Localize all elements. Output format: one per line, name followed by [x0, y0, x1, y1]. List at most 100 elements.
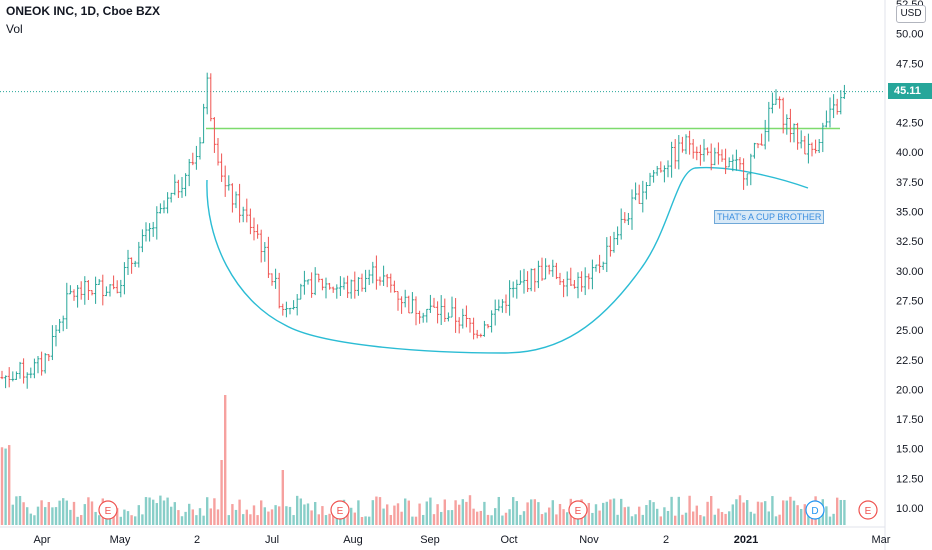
- volume-bar: [155, 503, 158, 525]
- volume-bar: [731, 504, 734, 525]
- volume-bar: [260, 500, 263, 525]
- volume-bar: [749, 511, 752, 525]
- volume-bar: [760, 502, 763, 525]
- volume-bar: [198, 508, 202, 525]
- volume-bar: [112, 513, 115, 525]
- volume-bar: [123, 509, 126, 525]
- volume-bar: [386, 504, 389, 525]
- volume-bar: [0, 447, 4, 525]
- volume-bar: [476, 511, 479, 525]
- volume-bar: [87, 497, 90, 525]
- volume-bar: [587, 502, 590, 525]
- volume-bar: [292, 515, 295, 525]
- volume-bar: [843, 499, 846, 525]
- volume-bar: [8, 445, 11, 525]
- volume-bar: [501, 515, 504, 525]
- volume-bar: [418, 503, 421, 525]
- volume-bar: [242, 514, 245, 525]
- time-tick-label: May: [110, 534, 131, 546]
- volume-bar: [634, 514, 637, 525]
- volume-bar: [249, 514, 252, 525]
- event-marker-circle: [805, 500, 825, 520]
- volume-bar: [317, 514, 320, 525]
- volume-bar: [638, 506, 641, 525]
- time-tick-label: Oct: [500, 534, 517, 546]
- volume-bar: [54, 507, 58, 525]
- volume-bar: [407, 500, 410, 525]
- volume-bar: [594, 504, 598, 525]
- volume-bar: [810, 514, 814, 525]
- volume-bar: [130, 515, 133, 525]
- annotation-note[interactable]: THAT's A CUP BROTHER: [714, 210, 825, 224]
- volume-bar: [566, 512, 569, 525]
- volume-bar: [173, 502, 176, 525]
- volume-bar: [609, 499, 612, 525]
- volume-bar: [522, 511, 526, 525]
- volume-bar: [256, 515, 259, 525]
- volume-bar: [472, 508, 475, 525]
- volume-bar: [278, 506, 281, 525]
- volume-bar: [267, 511, 270, 525]
- time-tick-label: Nov: [579, 534, 599, 546]
- dividend-marker: D: [811, 506, 818, 517]
- volume-bar: [332, 514, 335, 525]
- volume-bar: [15, 496, 18, 525]
- volume-bar: [598, 510, 601, 525]
- cup-curve: [206, 166, 809, 354]
- volume-bar: [774, 516, 778, 525]
- price-tick-label: 20.00: [896, 384, 924, 396]
- volume-bar: [695, 505, 698, 525]
- volume-bar: [69, 509, 72, 525]
- volume-bar: [274, 505, 277, 525]
- volume-bar: [393, 505, 396, 525]
- price-tick-label: 42.50: [896, 118, 924, 130]
- volume-bar: [839, 499, 842, 525]
- volume-bar: [40, 500, 43, 525]
- volume-bar: [454, 500, 457, 525]
- volume-bar: [591, 512, 594, 525]
- volume-bar: [648, 500, 652, 525]
- volume-bar: [771, 496, 774, 525]
- volume-bar: [83, 504, 86, 525]
- volume-bar: [555, 514, 558, 525]
- volume-bar: [227, 515, 230, 525]
- volume-bar: [778, 514, 781, 525]
- volume-bar: [357, 500, 360, 525]
- volume-bar: [296, 495, 299, 525]
- price-tick-label: 35.00: [896, 207, 924, 219]
- volume-bar: [306, 503, 310, 525]
- volume-bar: [674, 515, 677, 525]
- volume-bar: [270, 509, 274, 525]
- volume-bar: [378, 497, 382, 525]
- volume-bar: [90, 501, 94, 525]
- volume-bar: [382, 508, 385, 525]
- volume-bar: [530, 499, 533, 525]
- volume-bar: [666, 510, 670, 525]
- volume-bar: [188, 503, 191, 525]
- volume-bar: [148, 497, 151, 525]
- volume-bar: [789, 496, 792, 525]
- volume-bar: [22, 502, 25, 525]
- volume-bar: [519, 514, 522, 525]
- volume-label: Vol: [6, 22, 23, 36]
- volume-bar: [792, 500, 796, 525]
- volume-bar: [134, 516, 137, 525]
- volume-bar: [62, 498, 65, 525]
- volume-bar: [65, 500, 68, 525]
- earnings-marker: E: [575, 506, 582, 517]
- volume-bar: [630, 516, 634, 525]
- volume-bar: [310, 510, 313, 525]
- volume-bar: [29, 513, 32, 525]
- chart-title: ONEOK INC, 1D, Cboe BZX: [6, 3, 160, 19]
- volume-bar: [623, 507, 626, 525]
- volume-bar: [368, 516, 371, 525]
- volume-bar: [360, 516, 364, 525]
- volume-bar: [465, 501, 468, 525]
- currency-button[interactable]: USD: [896, 5, 926, 23]
- volume-bar: [432, 514, 436, 525]
- volume-bar: [324, 515, 328, 525]
- volume-bar: [443, 499, 446, 525]
- event-marker-circle: [98, 500, 118, 520]
- volume-bar: [126, 511, 130, 525]
